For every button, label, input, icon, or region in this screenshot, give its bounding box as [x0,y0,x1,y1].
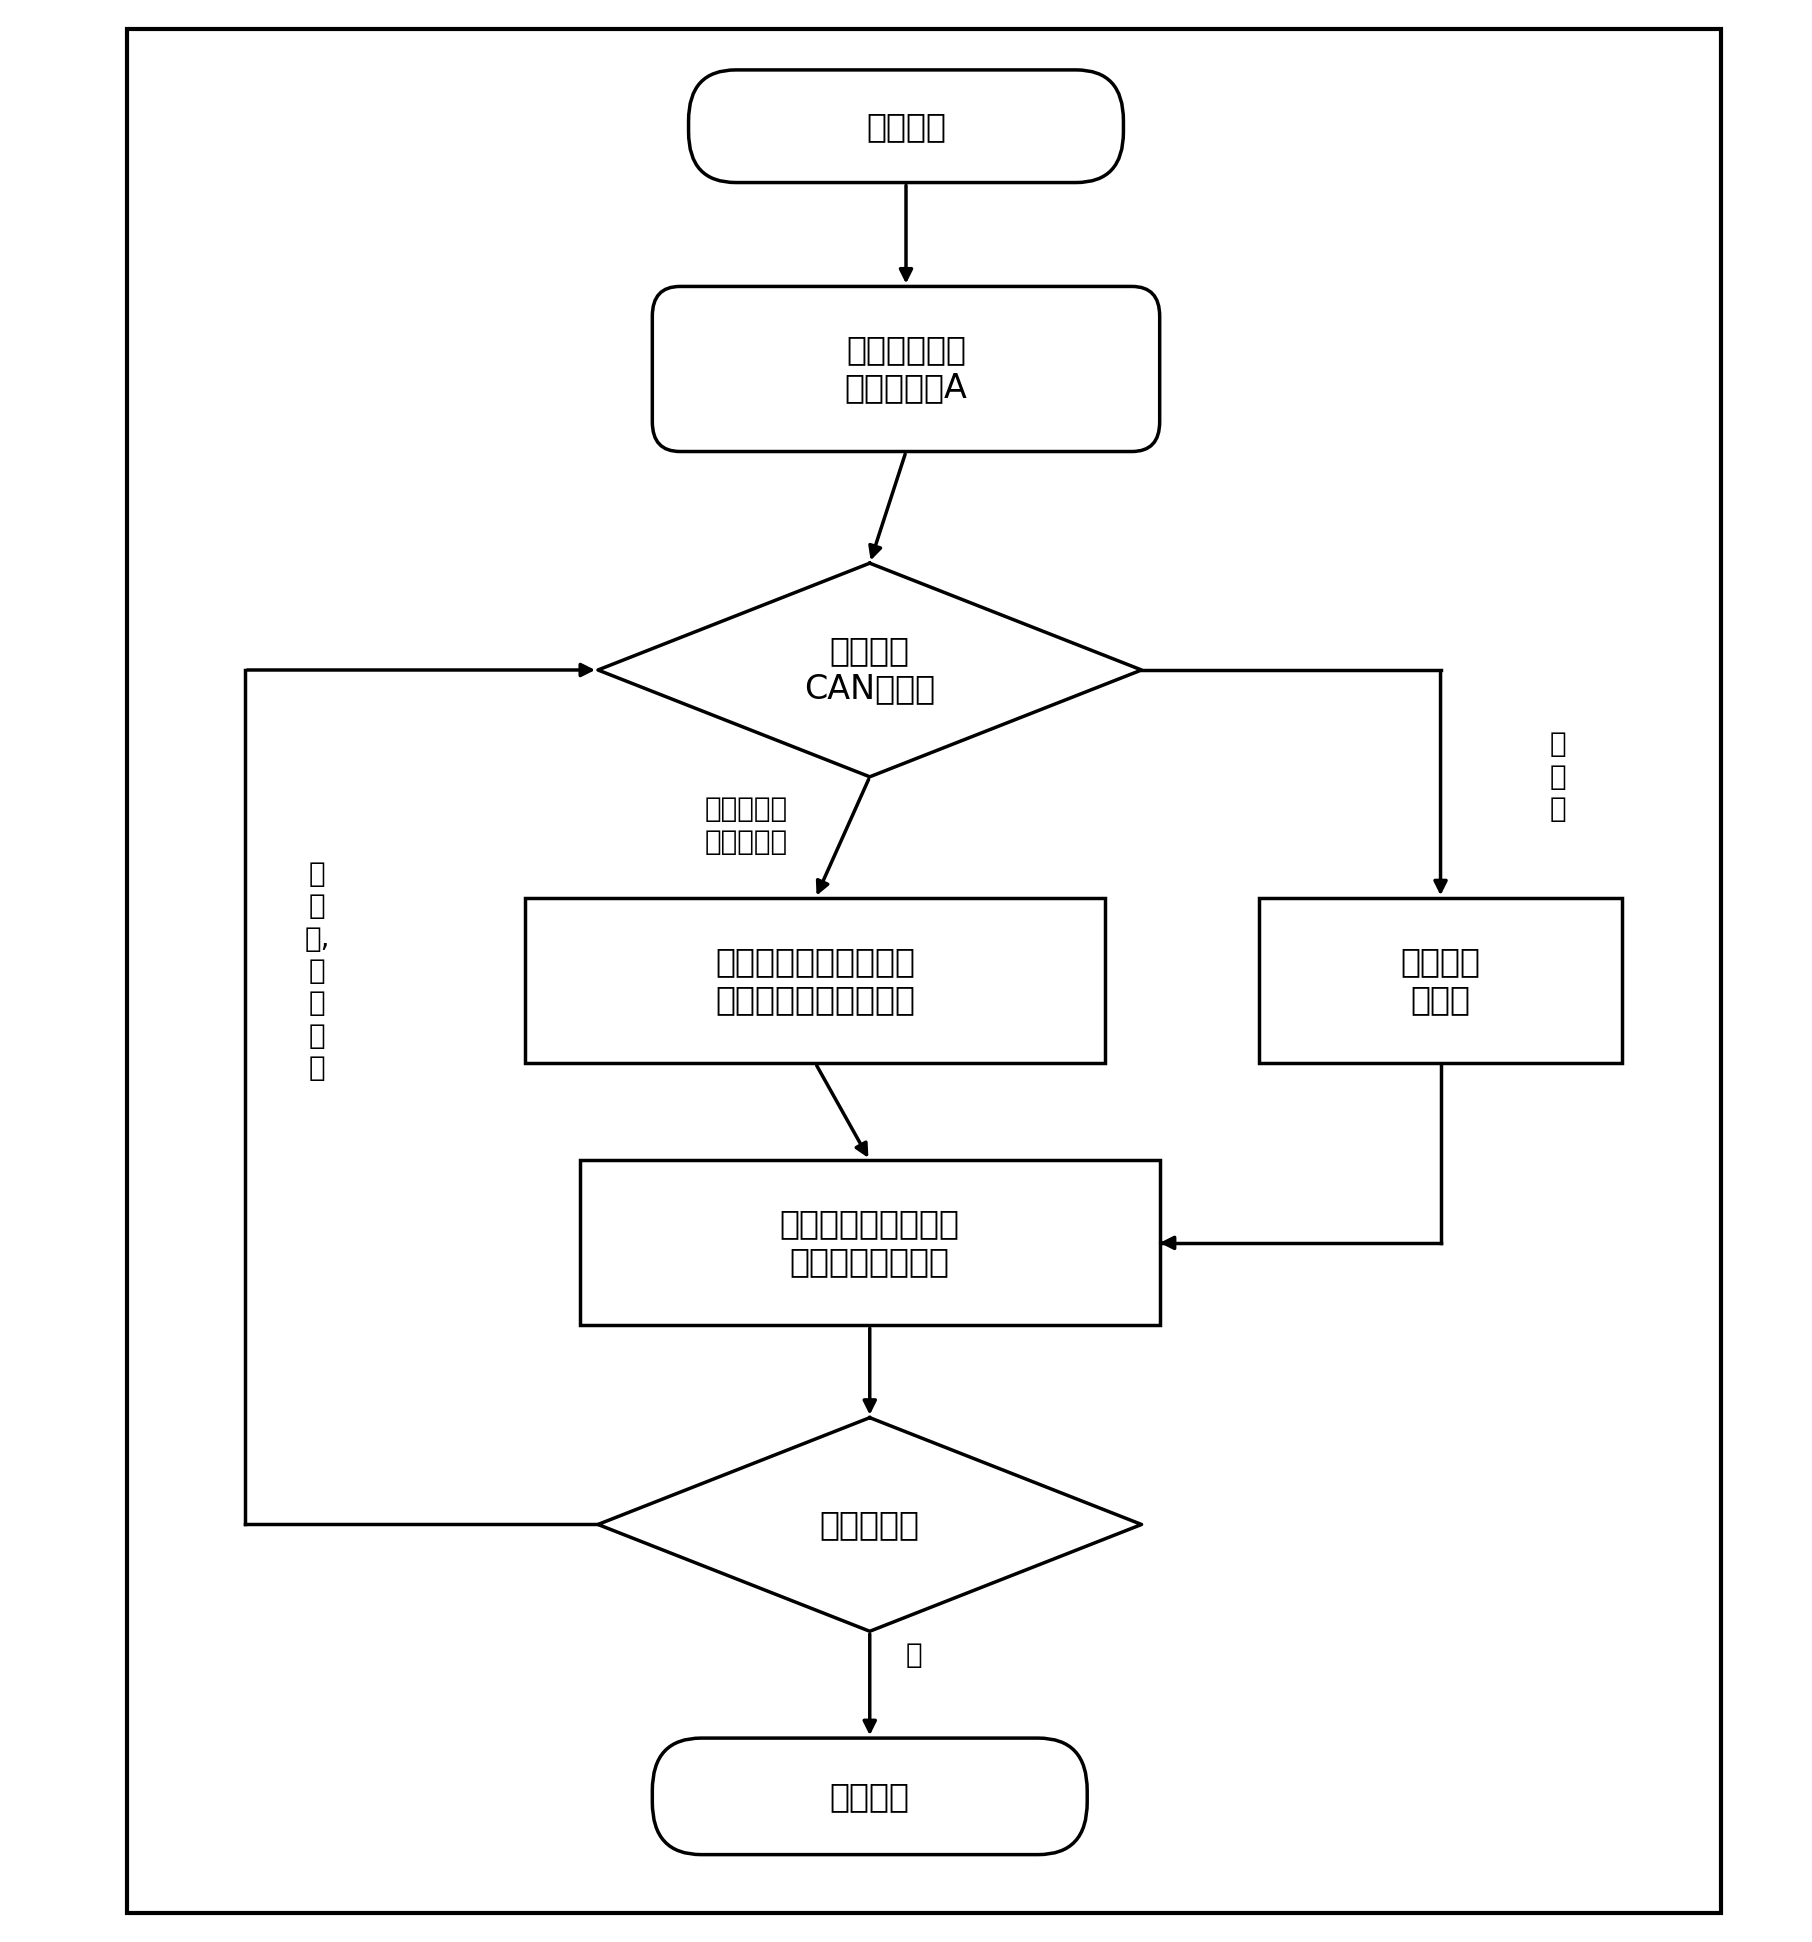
Polygon shape [598,1418,1142,1631]
Text: 在规定时间
内没有信息: 在规定时间 内没有信息 [705,794,788,856]
Bar [127,29,1721,1913]
Text: 系统上电: 系统上电 [866,111,946,142]
Bar [580,1159,1160,1324]
Text: 有
故
障,
释
放
总
线: 有 故 障, 释 放 总 线 [304,860,330,1082]
Bar [525,899,1105,1064]
FancyBboxPatch shape [652,1738,1087,1855]
Text: 是否有故障: 是否有故障 [819,1509,920,1540]
Text: 无: 无 [906,1641,922,1668]
Text: 主机发出控制信息，
从机根据指示动作: 主机发出控制信息， 从机根据指示动作 [779,1208,960,1278]
Text: 启动搜索
CAN上信息: 启动搜索 CAN上信息 [805,635,935,705]
Text: 有
信
息: 有 信 息 [1549,730,1567,823]
FancyBboxPatch shape [689,70,1123,183]
Polygon shape [598,563,1142,777]
Text: 开始运行: 开始运行 [830,1781,910,1812]
Text: 最先占用总线的系统为
主机，其他自动为从机: 最先占用总线的系统为 主机，其他自动为从机 [716,946,915,1016]
Text: 自动设置
为从机: 自动设置 为从机 [1401,946,1480,1016]
Text: 定义首先得电
的为逆变器A: 定义首先得电 的为逆变器A [844,334,968,404]
Bar [1259,899,1622,1064]
FancyBboxPatch shape [652,285,1160,451]
